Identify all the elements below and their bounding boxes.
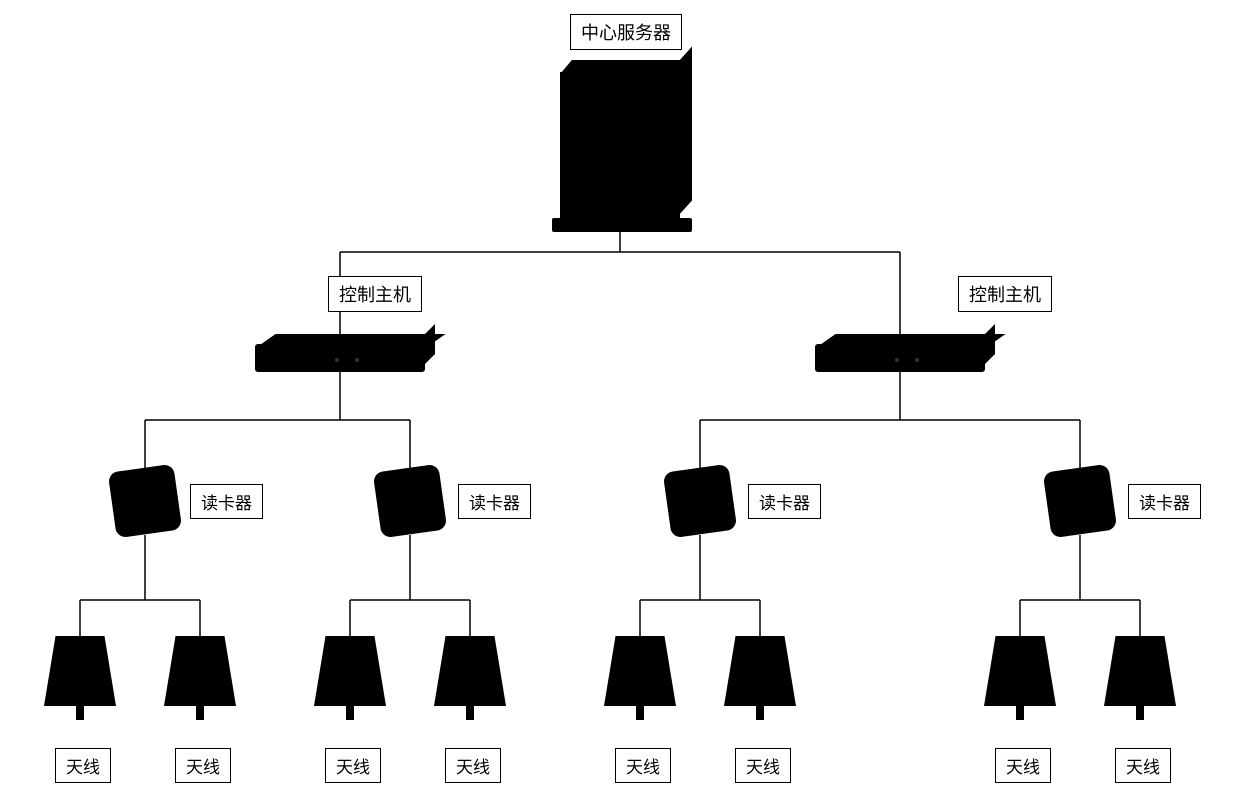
server-label: 中心服务器 [570, 14, 682, 50]
antenna6-node [724, 636, 796, 720]
host-icon [815, 344, 985, 372]
reader4-label: 读卡器 [1128, 484, 1201, 519]
antenna4-node [434, 636, 506, 720]
antenna-icon [724, 636, 796, 706]
host2-label: 控制主机 [958, 276, 1052, 312]
host1-label: 控制主机 [328, 276, 422, 312]
antenna8-node [1104, 636, 1176, 720]
reader2-label: 读卡器 [458, 484, 531, 519]
reader-icon [373, 464, 448, 539]
antenna7-node [984, 636, 1056, 720]
antenna1-label: 天线 [55, 748, 111, 783]
antenna-icon [604, 636, 676, 706]
antenna7-label: 天线 [995, 748, 1051, 783]
reader-icon [1043, 464, 1118, 539]
antenna2-node [164, 636, 236, 720]
antenna-icon [984, 636, 1056, 706]
antenna-icon [164, 636, 236, 706]
antenna5-label: 天线 [615, 748, 671, 783]
antenna8-label: 天线 [1115, 748, 1171, 783]
antenna4-label: 天线 [445, 748, 501, 783]
antenna2-label: 天线 [175, 748, 231, 783]
antenna5-node [604, 636, 676, 720]
antenna-icon [314, 636, 386, 706]
antenna-icon [44, 636, 116, 706]
server-icon [560, 72, 680, 222]
host-icon [255, 344, 425, 372]
antenna3-node [314, 636, 386, 720]
antenna-icon [434, 636, 506, 706]
reader-icon [108, 464, 183, 539]
reader-icon [663, 464, 738, 539]
antenna3-label: 天线 [325, 748, 381, 783]
antenna-icon [1104, 636, 1176, 706]
diagram-canvas: 中心服务器 控制主机 控制主机 读卡器 读卡器 读卡器 读卡器 [0, 0, 1240, 794]
antenna1-node [44, 636, 116, 720]
antenna6-label: 天线 [735, 748, 791, 783]
reader1-label: 读卡器 [190, 484, 263, 519]
reader3-label: 读卡器 [748, 484, 821, 519]
